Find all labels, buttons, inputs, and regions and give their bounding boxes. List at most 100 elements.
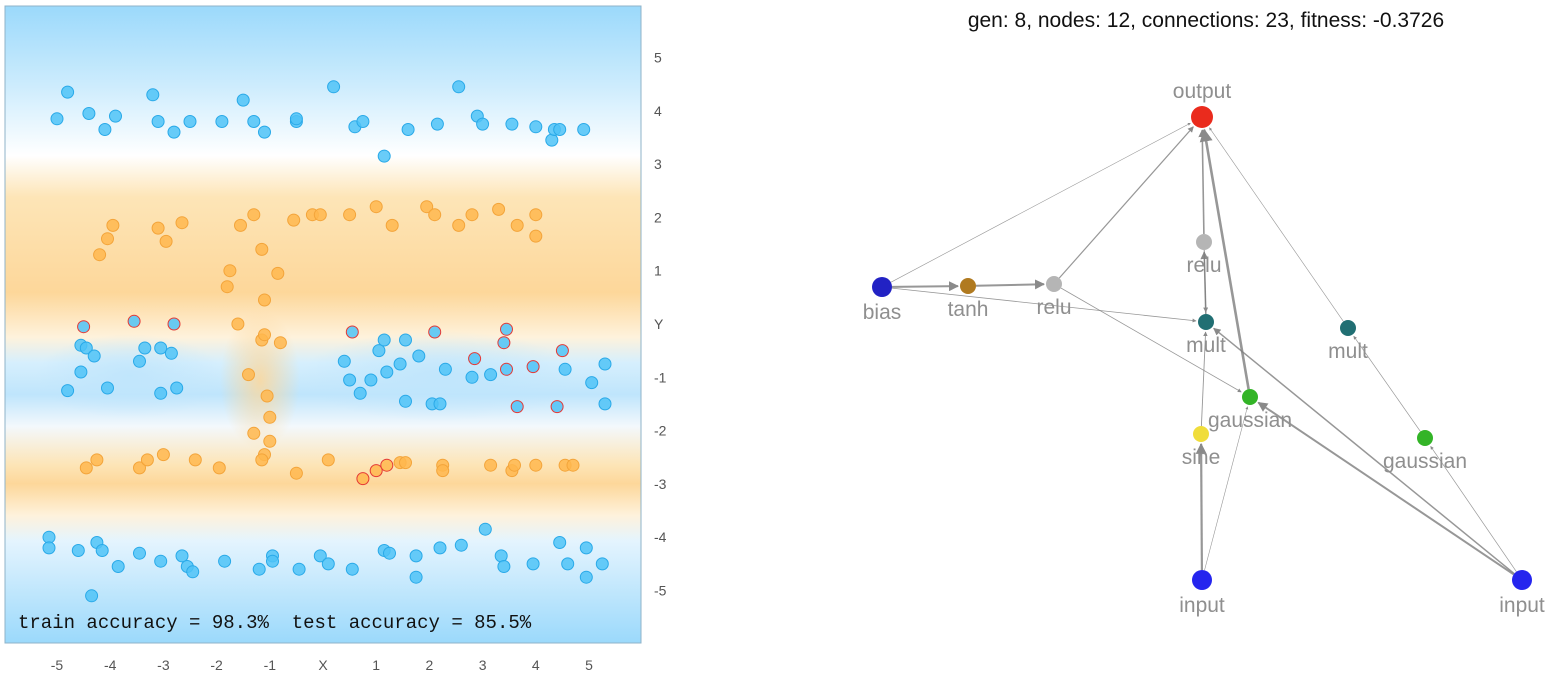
data-point-blue (42, 541, 56, 555)
data-point-blue (598, 397, 612, 411)
edge-input1-to-sine (1195, 442, 1207, 571)
edge-input2-to-mult1 (1213, 327, 1515, 575)
y-tick-label: 1 (654, 263, 662, 279)
data-point-orange (313, 208, 327, 222)
x-axis: -5 -4 -3 -2 -1 1 2 3 4 5 (51, 657, 593, 673)
data-point-orange (79, 461, 93, 475)
data-point-blue (452, 80, 466, 94)
data-point-blue (409, 549, 423, 563)
data-point-blue (175, 549, 189, 563)
data-point-orange (101, 232, 114, 246)
data-point-blue (292, 562, 306, 576)
data-point-orange (231, 317, 245, 331)
accuracy-readout: train accuracy = 98.3% test accuracy = 8… (18, 612, 532, 634)
data-point-orange (273, 336, 287, 350)
data-point-blue (430, 117, 444, 131)
x-tick-label: -4 (104, 657, 117, 673)
data-point-blue (109, 109, 122, 123)
misclassified-point (550, 400, 564, 414)
data-point-blue (101, 381, 114, 395)
network-graph: gen: 8, nodes: 12, connections: 23, fitn… (863, 9, 1545, 617)
data-point-blue (50, 112, 64, 126)
node-label-output: output (1173, 80, 1232, 103)
x-tick-label: -3 (157, 657, 170, 673)
node-output (1191, 106, 1213, 128)
data-point-orange (492, 202, 506, 216)
data-point-blue (154, 386, 168, 400)
data-point-orange (385, 218, 399, 232)
data-point-blue (61, 384, 75, 398)
node-gauss2 (1417, 430, 1433, 446)
data-point-orange (465, 208, 479, 222)
data-point-blue (478, 522, 492, 536)
x-tick-label: 1 (372, 657, 380, 673)
data-point-blue (377, 149, 391, 163)
data-point-orange (247, 426, 261, 440)
data-point-blue (433, 541, 447, 555)
edge-gauss1-to-output (1199, 128, 1250, 390)
y-tick-label: 3 (654, 156, 662, 172)
node-label-mult2: mult (1328, 340, 1368, 363)
edge-tanh-to-relu1 (975, 279, 1045, 290)
data-point-blue (438, 362, 452, 376)
data-point-blue (409, 570, 423, 584)
edge-input2-to-gauss2 (1430, 446, 1517, 572)
data-point-orange (133, 461, 146, 475)
data-point-blue (401, 123, 415, 136)
test-accuracy-value: 85.5% (474, 612, 532, 634)
data-point-blue (164, 346, 178, 360)
data-point-blue (561, 557, 575, 571)
data-point-blue (313, 549, 327, 563)
node-label-input1: input (1179, 594, 1225, 617)
data-point-blue (170, 381, 184, 395)
data-point-orange (271, 266, 285, 280)
data-point-blue (529, 120, 543, 134)
data-point-blue (412, 349, 426, 363)
edge-sine-to-mult1 (1200, 331, 1208, 427)
edge-gauss2-to-mult2 (1353, 335, 1421, 432)
data-point-blue (343, 373, 357, 387)
data-point-blue (356, 115, 370, 128)
data-point-blue (545, 133, 559, 147)
data-point-blue (345, 562, 359, 576)
misclassified-point (380, 458, 394, 472)
node-input1 (1192, 570, 1212, 590)
data-point-orange (258, 328, 271, 342)
node-mult1 (1198, 314, 1214, 330)
data-point-blue (289, 112, 303, 126)
data-point-blue (372, 344, 386, 358)
data-point-orange (566, 458, 580, 472)
data-point-blue (579, 570, 593, 584)
misclassified-point (500, 362, 513, 376)
misclassified-point (356, 472, 370, 486)
y-axis-label: Y (654, 316, 664, 332)
data-point-blue (364, 373, 378, 387)
data-point-orange (188, 453, 202, 467)
data-point-orange (508, 458, 521, 472)
data-point-orange (212, 461, 226, 475)
y-tick-label: 5 (654, 50, 662, 66)
edge-bias-to-output (890, 122, 1191, 283)
node-label-tanh: tanh (948, 298, 989, 321)
network-stats-header: gen: 8, nodes: 12, connections: 23, fitn… (968, 9, 1444, 32)
node-tanh (960, 278, 976, 294)
misclassified-point (526, 360, 540, 374)
y-tick-label: -4 (654, 529, 667, 545)
data-point-blue (579, 541, 593, 555)
misclassified-point (77, 320, 91, 334)
data-point-blue (186, 565, 200, 579)
data-point-blue (553, 536, 567, 549)
data-point-blue (87, 349, 101, 363)
data-point-blue (577, 123, 591, 136)
data-point-blue (138, 341, 152, 355)
data-point-orange (510, 218, 524, 232)
node-label-bias: bias (863, 301, 902, 324)
data-point-orange (484, 458, 498, 472)
data-point-orange (255, 242, 269, 256)
network-nodes: output bias tanh relu relu mult mult gaussian ga… (863, 80, 1545, 617)
data-point-blue (454, 538, 468, 552)
x-axis-label: X (318, 657, 328, 673)
data-point-blue (133, 546, 146, 560)
data-point-orange (242, 368, 255, 382)
